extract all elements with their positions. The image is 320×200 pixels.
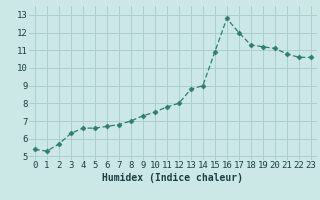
X-axis label: Humidex (Indice chaleur): Humidex (Indice chaleur) xyxy=(102,173,243,183)
